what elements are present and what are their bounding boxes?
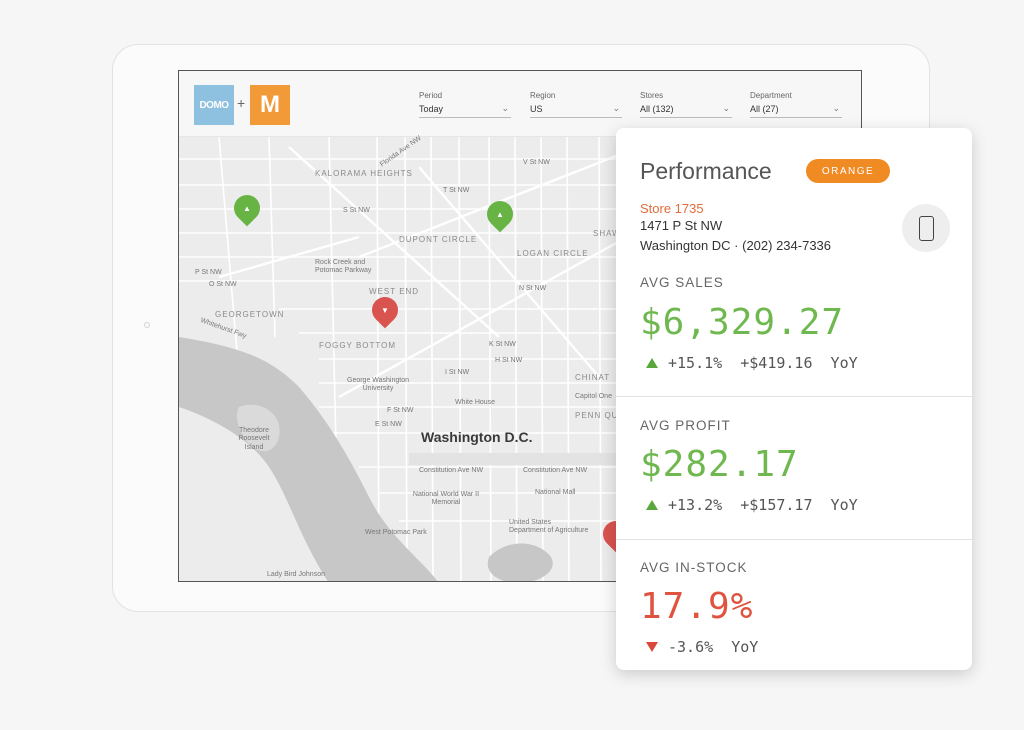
metric-value: $282.17: [640, 444, 799, 485]
metric-value: $6,329.27: [640, 302, 845, 343]
chevron-down-icon: ⌄: [722, 103, 730, 113]
filter-label: Stores: [640, 91, 664, 100]
divider: [616, 539, 972, 540]
street-label: P St NW: [195, 269, 222, 276]
street-label: Constitution Ave NW: [419, 467, 484, 474]
poi-label: George Washington University: [347, 377, 409, 393]
street-label: N St NW: [519, 285, 547, 292]
performance-card: Performance ORANGE Store 1735 1471 P St …: [616, 128, 972, 670]
metric-change-text: +15.1% +$419.16 YoY: [668, 354, 858, 372]
street-label: E St NW: [375, 421, 402, 428]
filter-value: All (27): [750, 104, 779, 114]
orange-badge: ORANGE: [806, 159, 890, 183]
street-label: H St NW: [495, 357, 523, 364]
store-address: 1471 P St NW: [640, 218, 723, 233]
filter-value: All (132): [640, 104, 674, 114]
card-title: Performance: [640, 158, 772, 184]
metric-change: +13.2% +$157.17 YoY: [646, 496, 858, 514]
metric-label: AVG PROFIT: [640, 418, 731, 433]
triangle-up-icon: [646, 500, 658, 510]
poi-label: Theodore Roosevelt Island: [238, 427, 270, 451]
dashboard-header: DOMO + M Period Today ⌄ Region US ⌄ Stor…: [179, 71, 861, 137]
triangle-up-icon: [646, 358, 658, 368]
triangle-down-icon: [646, 642, 658, 652]
street-label: F St NW: [387, 407, 414, 414]
filter-select[interactable]: All (132) ⌄: [640, 103, 732, 118]
phone-icon: [919, 216, 934, 241]
poi-label: National World War II Memorial: [412, 491, 480, 507]
triangle-up-icon: ▲: [496, 209, 504, 219]
domo-logo: DOMO: [194, 85, 234, 125]
chevron-down-icon: ⌄: [501, 103, 509, 113]
street-label: O St NW: [209, 281, 237, 288]
filter-region[interactable]: Region US ⌄: [530, 91, 622, 118]
area-label: KALORAMA HEIGHTS: [315, 169, 413, 178]
filter-select[interactable]: Today ⌄: [419, 103, 511, 118]
call-button[interactable]: [902, 204, 950, 252]
filter-label: Department: [750, 91, 792, 100]
city-label: Washington D.C.: [421, 429, 533, 445]
street-label: Constitution Ave NW: [523, 467, 588, 474]
divider: [616, 396, 972, 397]
filter-department[interactable]: Department All (27) ⌄: [750, 91, 842, 118]
area-label: FOGGY BOTTOM: [319, 341, 397, 350]
filter-select[interactable]: All (27) ⌄: [750, 103, 842, 118]
chevron-down-icon: ⌄: [832, 103, 840, 113]
m-logo: M: [250, 85, 290, 125]
metric-change-text: -3.6% YoY: [668, 638, 759, 656]
filter-select[interactable]: US ⌄: [530, 103, 622, 118]
poi-label: United States Department of Agriculture: [509, 519, 589, 535]
street-label: S St NW: [343, 207, 370, 214]
street-label: T St NW: [443, 187, 470, 194]
metric-change: -3.6% YoY: [646, 638, 758, 656]
street-label: West Potomac Park: [365, 529, 427, 536]
area-label: WEST END: [369, 287, 420, 296]
filter-label: Period: [419, 91, 443, 100]
triangle-down-icon: ▼: [381, 305, 389, 315]
area-label: LOGAN CIRCLE: [517, 249, 589, 258]
dashboard-screen: DOMO + M Period Today ⌄ Region US ⌄ Stor…: [178, 70, 862, 582]
street-label: Lady Bird Johnson: [267, 571, 325, 578]
metric-change-text: +13.2% +$157.17 YoY: [668, 496, 858, 514]
street-label: Rock Creek and Potomac Parkway: [315, 259, 372, 275]
street-label: V St NW: [523, 159, 550, 166]
metric-label: AVG IN-STOCK: [640, 560, 748, 575]
filter-value: Today: [419, 104, 444, 114]
metric-label: AVG SALES: [640, 275, 724, 290]
filter-label: Region: [530, 91, 556, 100]
metric-value: 17.9%: [640, 586, 754, 627]
poi-label: White House: [455, 399, 496, 406]
logo-plus: +: [237, 95, 246, 111]
street-label: Capitol One: [575, 393, 612, 400]
area-label: CHINAT: [575, 373, 611, 382]
filter-stores[interactable]: Stores All (132) ⌄: [640, 91, 732, 118]
metric-change: +15.1% +$419.16 YoY: [646, 354, 858, 372]
filter-value: US: [530, 104, 543, 114]
store-name[interactable]: Store 1735: [640, 201, 704, 216]
tablet-camera: [144, 322, 150, 328]
street-label: I St NW: [445, 369, 470, 376]
area-label: GEORGETOWN: [215, 310, 285, 319]
area-label: PENN QUARTE: [575, 411, 644, 420]
store-city-phone: Washington DC · (202) 234-7336: [640, 238, 832, 253]
filter-period[interactable]: Period Today ⌄: [419, 91, 511, 118]
street-label: K St NW: [489, 341, 516, 348]
street-label: National Mall: [535, 489, 576, 496]
area-label: DUPONT CIRCLE: [399, 235, 478, 244]
area-label: SHAW: [593, 229, 621, 238]
triangle-up-icon: ▲: [243, 203, 251, 213]
chevron-down-icon: ⌄: [612, 103, 620, 113]
